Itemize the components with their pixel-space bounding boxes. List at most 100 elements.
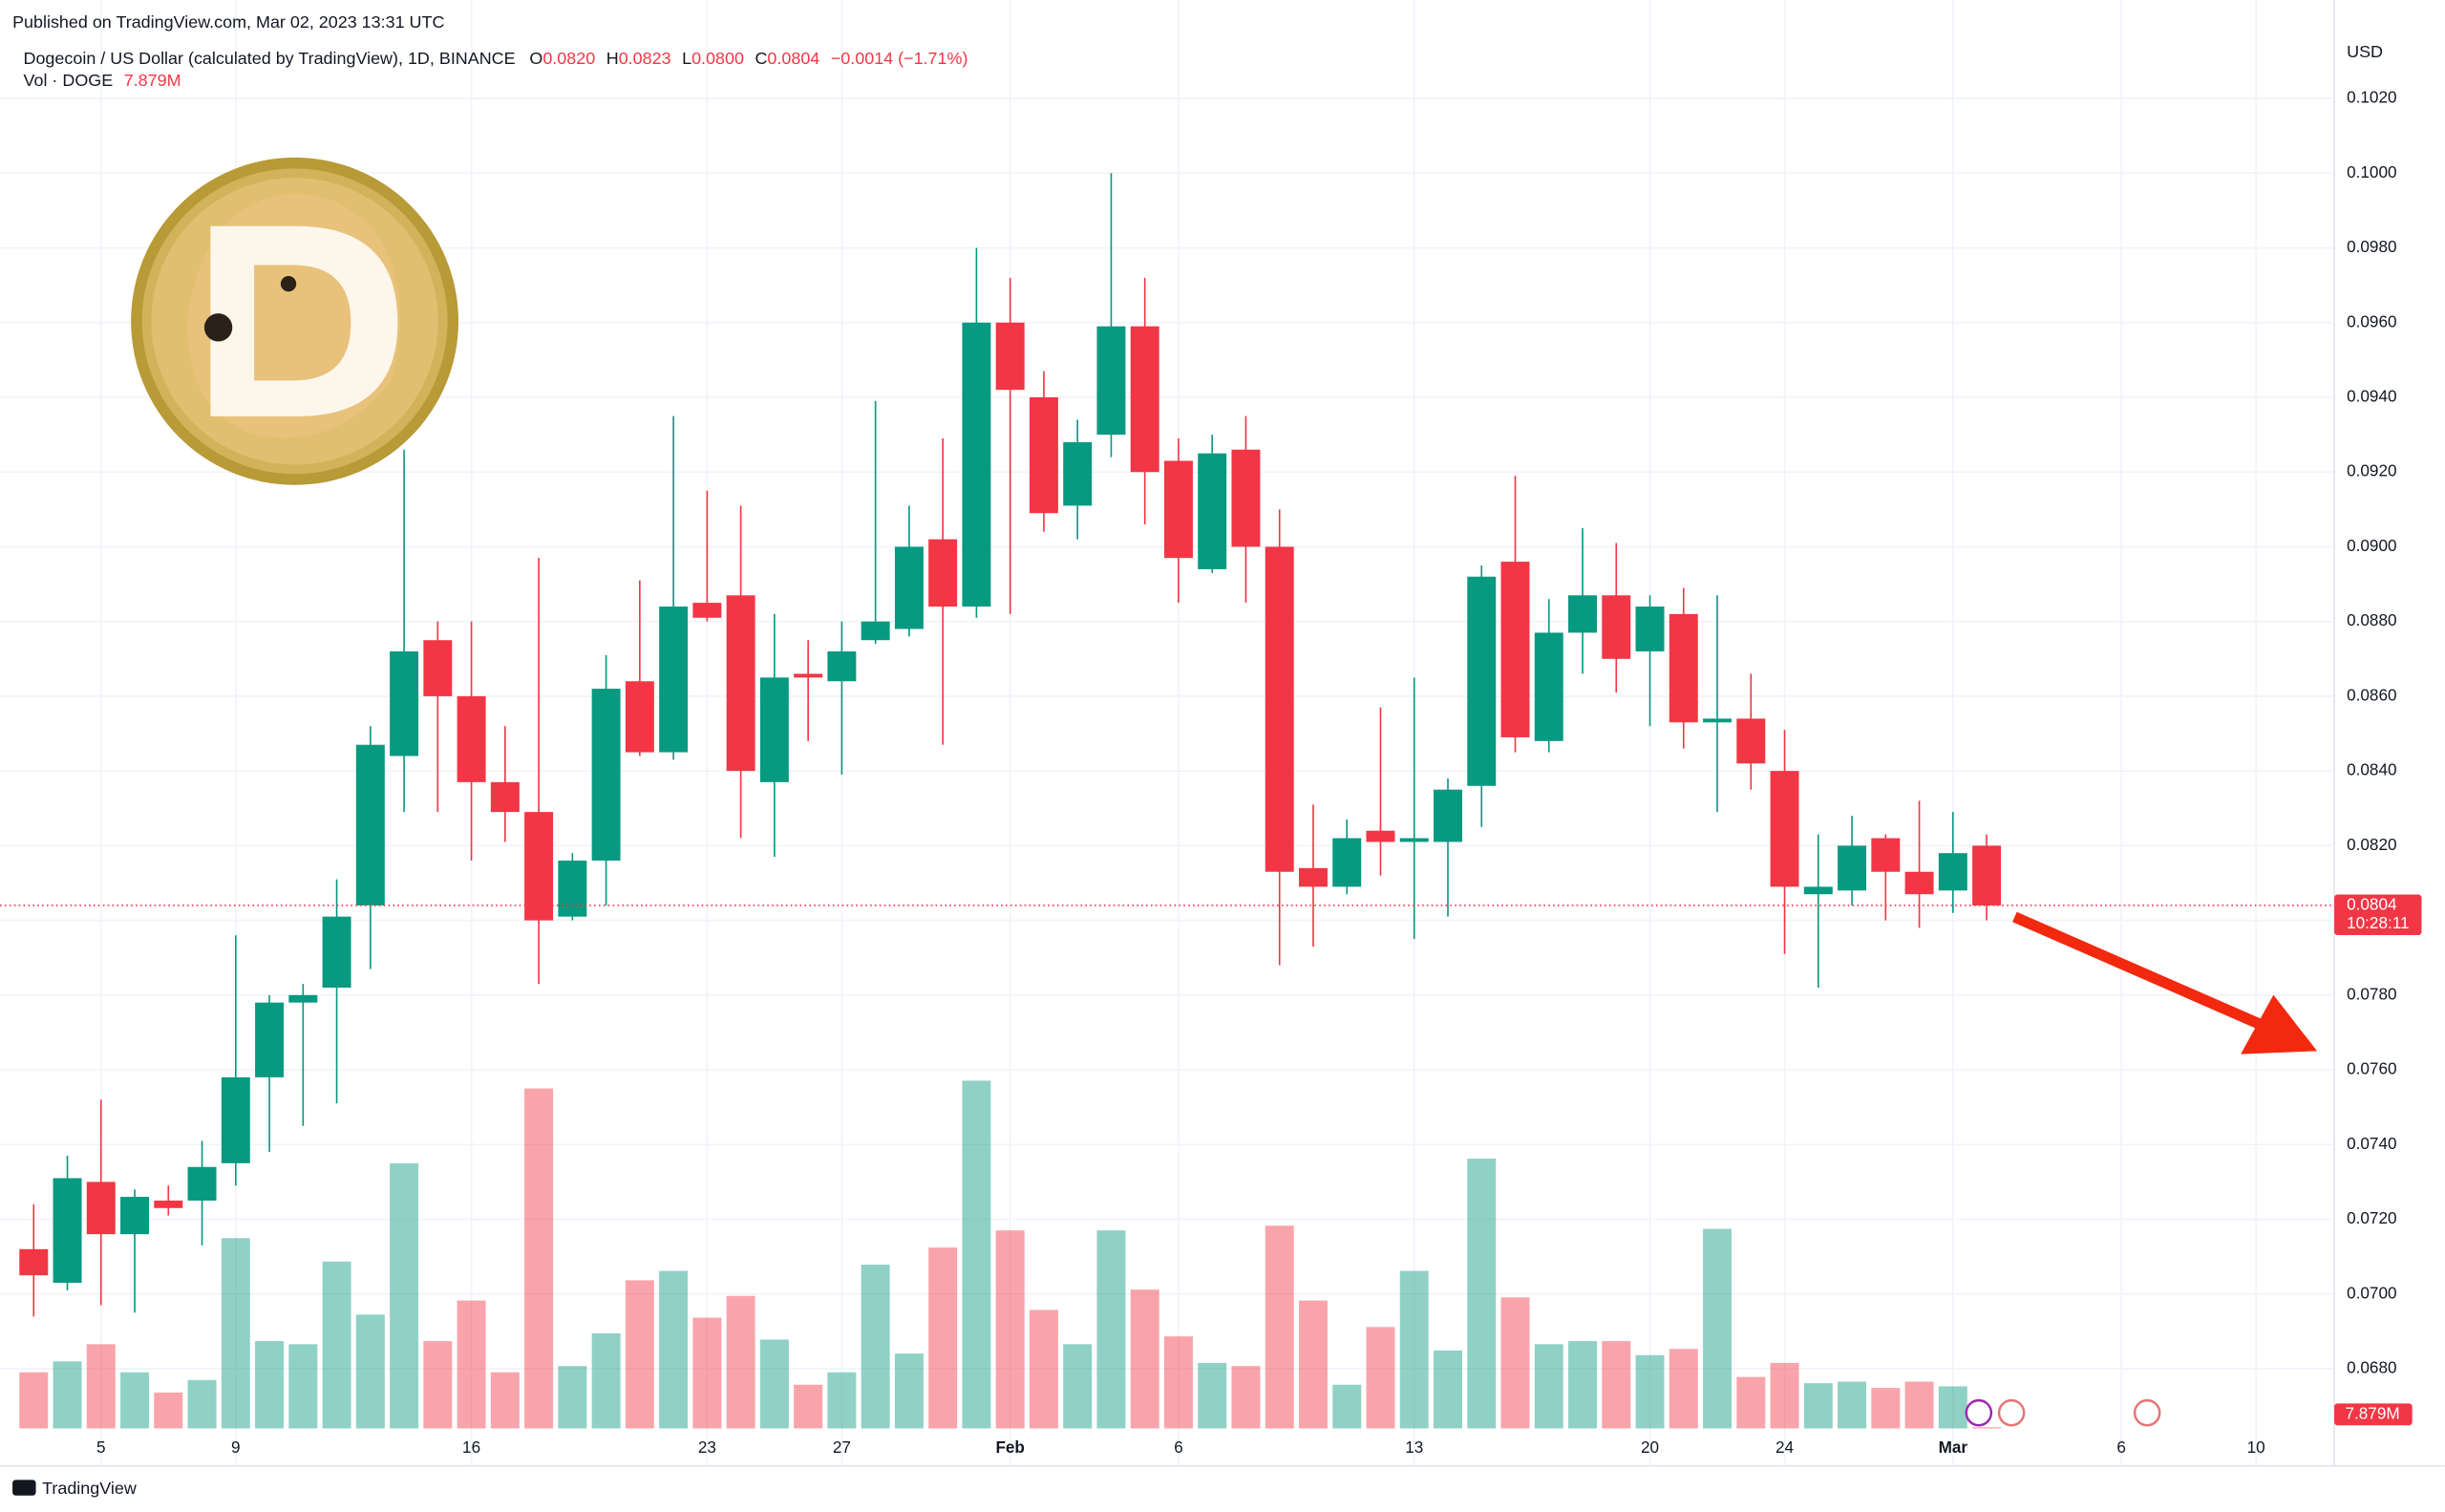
candle-body <box>120 1197 150 1235</box>
volume-bar <box>1871 1388 1901 1429</box>
candle-body <box>1602 595 1631 659</box>
x-tick-label: 20 <box>1641 1437 1659 1457</box>
y-tick-label: 0.0780 <box>2347 984 2396 1003</box>
candle-body <box>1736 718 1766 764</box>
x-tick-label: Mar <box>1939 1437 1968 1457</box>
y-tick-label: 0.1020 <box>2347 88 2396 107</box>
candle-body <box>490 781 520 813</box>
candle-body <box>1904 871 1934 895</box>
candle-body <box>1703 718 1733 723</box>
x-tick-label: 13 <box>1405 1437 1423 1457</box>
volume-bar <box>490 1372 520 1429</box>
volume-bar <box>1198 1362 1227 1429</box>
y-tick-label: 0.0880 <box>2347 610 2396 629</box>
volume-bar <box>1366 1327 1395 1429</box>
doge-logo <box>131 157 459 485</box>
candle-body <box>1938 853 1967 891</box>
volume-bar <box>962 1080 991 1429</box>
volume-box <box>2334 1403 2413 1426</box>
y-tick-label: 0.0980 <box>2347 237 2396 256</box>
candle-body <box>1063 441 1093 506</box>
volume-bar <box>86 1344 116 1429</box>
candle-body <box>659 607 689 753</box>
y-tick-label: 0.0720 <box>2347 1208 2396 1227</box>
volume-bar <box>1231 1366 1261 1429</box>
candle-body <box>591 689 621 862</box>
candle-body <box>1298 867 1328 887</box>
symbol: Dogecoin / US Dollar (calculated by Trad… <box>24 49 516 68</box>
volume-bar <box>1467 1159 1497 1429</box>
volume-bar <box>187 1379 217 1429</box>
candle-body <box>1163 460 1193 559</box>
volume-bar <box>861 1265 890 1429</box>
volume-bar <box>1669 1349 1698 1429</box>
arrow-head <box>2241 994 2318 1054</box>
y-tick-label: 0.1000 <box>2347 162 2396 181</box>
event-icons <box>1965 1398 2161 1427</box>
volume-title: Vol · DOGE <box>24 71 114 90</box>
candle-body <box>1029 396 1058 514</box>
y-tick-label: 0.0740 <box>2347 1134 2396 1153</box>
x-tick-label: 10 <box>2247 1437 2265 1457</box>
volume-legend: Vol · DOGE 7.879M <box>24 71 181 90</box>
candle-body <box>692 603 722 618</box>
volume-bar <box>1736 1376 1766 1429</box>
volume-bar <box>288 1344 318 1429</box>
candle-body <box>221 1076 250 1163</box>
volume-bar <box>894 1353 924 1429</box>
candle-body <box>995 322 1025 391</box>
candle-body <box>1972 845 2002 905</box>
volume-bar <box>1298 1300 1328 1429</box>
axes: 0.0680 0.0700 0.0720 0.0740 0.0760 0.0780 0.08… <box>96 88 2422 1457</box>
candle-body <box>1467 576 1497 786</box>
x-tick-label: 6 <box>1174 1437 1183 1457</box>
volume-bar <box>1130 1289 1159 1429</box>
candle-body <box>759 677 789 782</box>
ohlc-letter: H <box>606 49 619 68</box>
published-text: Published on TradingView.com, Mar 02, 20… <box>12 12 444 32</box>
volume-bar <box>457 1300 486 1429</box>
x-tick-label: 16 <box>462 1437 480 1457</box>
candle-body <box>1198 453 1227 569</box>
logo-letter <box>210 225 398 416</box>
y-tick-label: 0.0940 <box>2347 387 2396 406</box>
candle-body <box>1635 607 1665 651</box>
volume-bar <box>524 1088 554 1429</box>
candle-body <box>1534 632 1563 741</box>
candle-body <box>861 621 890 641</box>
candle-body <box>288 994 318 1003</box>
volume-bar <box>1534 1344 1563 1429</box>
volume-bar <box>558 1366 587 1429</box>
volume-bar <box>1602 1341 1631 1429</box>
icon <box>2133 1398 2161 1427</box>
volume-bar <box>1972 1427 2002 1429</box>
candle-body <box>86 1182 116 1235</box>
y-unit: USD <box>2347 42 2383 61</box>
volume-bar <box>423 1341 453 1429</box>
volume-bar <box>1770 1362 1799 1429</box>
candle-body <box>1770 771 1799 887</box>
candle-body <box>1803 886 1833 895</box>
y-tick-label: 0.0700 <box>2347 1283 2396 1302</box>
candle-body <box>355 744 385 905</box>
candle-body <box>187 1166 217 1201</box>
volume-value: 7.879M <box>124 71 181 90</box>
volume-bar <box>726 1295 755 1429</box>
candle-body <box>726 595 755 772</box>
volume-bar <box>1568 1341 1598 1429</box>
y-tick-label: 0.0840 <box>2347 760 2396 779</box>
grid <box>0 0 2335 1466</box>
y-tick-label: 0.0860 <box>2347 685 2396 704</box>
x-tick-label: 6 <box>2116 1437 2126 1457</box>
volume-axis-label: 7.879M <box>2345 1403 2399 1422</box>
legend-header: Dogecoin / US Dollar (calculated by Trad… <box>24 49 968 68</box>
candle-body <box>1231 449 1261 547</box>
candle-body <box>1838 845 1867 891</box>
volume-bar <box>221 1238 250 1429</box>
candle-body <box>962 322 991 607</box>
volume-bar <box>1029 1310 1058 1429</box>
volume-bar <box>1635 1354 1665 1429</box>
candle-body <box>390 650 419 756</box>
candle-body <box>1265 546 1294 872</box>
volume-bar <box>1838 1381 1867 1429</box>
